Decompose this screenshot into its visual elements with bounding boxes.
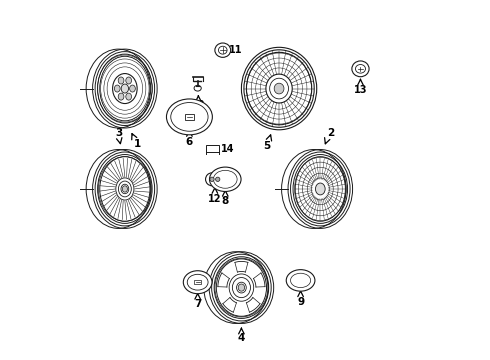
Ellipse shape (126, 77, 131, 84)
Text: 13: 13 (354, 85, 367, 95)
Bar (194, 280, 201, 284)
Text: 10: 10 (192, 100, 205, 111)
Text: 1: 1 (134, 139, 141, 149)
Ellipse shape (210, 167, 241, 192)
Ellipse shape (167, 99, 212, 135)
Text: 2: 2 (327, 129, 334, 138)
Text: 3: 3 (115, 128, 122, 138)
Ellipse shape (121, 84, 128, 93)
Ellipse shape (316, 183, 325, 195)
Bar (185, 114, 194, 120)
Ellipse shape (216, 177, 220, 181)
Text: 9: 9 (297, 297, 304, 307)
Text: 8: 8 (221, 197, 229, 207)
Text: 5: 5 (263, 140, 270, 150)
Ellipse shape (266, 74, 292, 103)
Bar (206, 145, 219, 152)
Text: 7: 7 (194, 300, 201, 309)
Ellipse shape (114, 85, 120, 92)
Ellipse shape (126, 93, 131, 100)
Text: 11: 11 (229, 45, 243, 55)
Ellipse shape (183, 271, 212, 294)
Text: 6: 6 (186, 136, 193, 147)
Ellipse shape (129, 85, 135, 92)
Ellipse shape (122, 186, 127, 192)
Ellipse shape (286, 270, 315, 291)
Ellipse shape (210, 177, 214, 181)
Text: 4: 4 (238, 333, 245, 343)
Ellipse shape (274, 83, 284, 94)
Text: 12: 12 (208, 194, 221, 204)
Ellipse shape (118, 77, 124, 84)
Text: 14: 14 (220, 144, 234, 154)
Ellipse shape (113, 73, 137, 104)
Ellipse shape (118, 93, 124, 100)
Ellipse shape (238, 284, 245, 291)
